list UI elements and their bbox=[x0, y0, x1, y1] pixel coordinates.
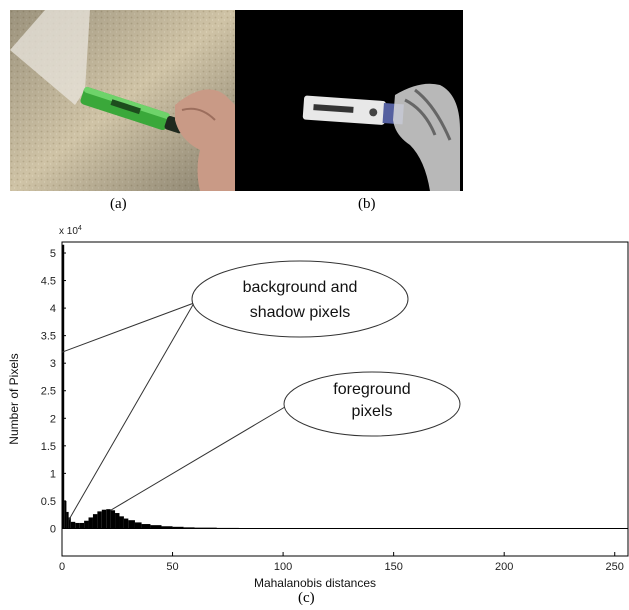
y-tick-label: 3.5 bbox=[41, 331, 56, 343]
callout-text: foreground bbox=[333, 381, 410, 398]
y-tick-label: 1 bbox=[50, 468, 56, 480]
panel-b-mask bbox=[235, 10, 463, 191]
histogram-bar bbox=[110, 510, 116, 529]
callout-leader-line bbox=[61, 302, 195, 353]
histogram-bar bbox=[75, 522, 80, 529]
histogram-bar bbox=[62, 244, 65, 529]
panel-a-caption: (a) bbox=[110, 196, 127, 212]
histogram-bar bbox=[68, 517, 71, 529]
histogram-bar bbox=[150, 525, 162, 529]
panel-a-photo bbox=[10, 10, 235, 191]
histogram-bar bbox=[123, 518, 129, 529]
y-tick-label: 2.5 bbox=[41, 386, 56, 398]
callout-leader-line bbox=[110, 403, 291, 511]
x-tick-label: 250 bbox=[606, 561, 624, 573]
y-tick-label: 4 bbox=[50, 303, 56, 315]
histogram-bar bbox=[183, 527, 195, 529]
panel-c-caption: (c) bbox=[298, 590, 315, 606]
callout-ellipse bbox=[191, 260, 409, 338]
y-tick-label: 4.5 bbox=[41, 276, 56, 288]
histogram-bar bbox=[141, 524, 151, 529]
callout-text: shadow pixels bbox=[250, 304, 351, 321]
y-exponent-label: x 104 bbox=[59, 225, 82, 237]
callout-ellipse bbox=[283, 371, 461, 437]
x-tick-label: 100 bbox=[274, 561, 292, 573]
histogram-bar bbox=[97, 511, 102, 529]
x-tick-label: 0 bbox=[59, 561, 65, 573]
y-tick-label: 3 bbox=[50, 358, 56, 370]
histogram-bar bbox=[172, 526, 184, 529]
histogram-bar bbox=[194, 527, 217, 529]
histogram-bar bbox=[134, 522, 142, 529]
callout-text: pixels bbox=[352, 403, 393, 420]
histogram-bar bbox=[88, 517, 93, 529]
y-tick-label: 2 bbox=[50, 413, 56, 425]
histogram-bar bbox=[101, 509, 107, 529]
histogram-bar bbox=[115, 513, 120, 529]
histogram-bar bbox=[92, 514, 98, 529]
histogram-bar bbox=[119, 516, 124, 529]
histogram-bar bbox=[106, 509, 111, 529]
callout-text: background and bbox=[243, 279, 358, 296]
x-tick-label: 200 bbox=[495, 561, 513, 573]
x-axis-label: Mahalanobis distances bbox=[254, 576, 376, 590]
histogram-bar bbox=[128, 520, 135, 529]
x-tick-label: 150 bbox=[384, 561, 402, 573]
callout-leader-line bbox=[68, 302, 195, 521]
panel-b-caption: (b) bbox=[358, 196, 376, 212]
histogram-bar bbox=[64, 500, 67, 529]
histogram-bar bbox=[66, 511, 69, 529]
histogram-bar bbox=[79, 522, 85, 529]
histogram-bar bbox=[161, 526, 173, 529]
y-tick-label: 1.5 bbox=[41, 441, 56, 453]
histogram-bar bbox=[70, 521, 76, 529]
histogram-bar bbox=[216, 527, 239, 529]
histogram-chart: x 104 0 50 100 150 200 250 0 0.5 1 1.5 2 2.5 3 3.5 4 4.… bbox=[7, 225, 629, 590]
y-tick-label: 5 bbox=[50, 248, 56, 260]
y-tick-label: 0 bbox=[50, 523, 56, 535]
histogram-bar bbox=[84, 520, 89, 529]
y-tick-label: 0.5 bbox=[41, 496, 56, 508]
y-axis-label: Number of Pixels bbox=[7, 353, 21, 444]
x-tick-label: 50 bbox=[166, 561, 178, 573]
